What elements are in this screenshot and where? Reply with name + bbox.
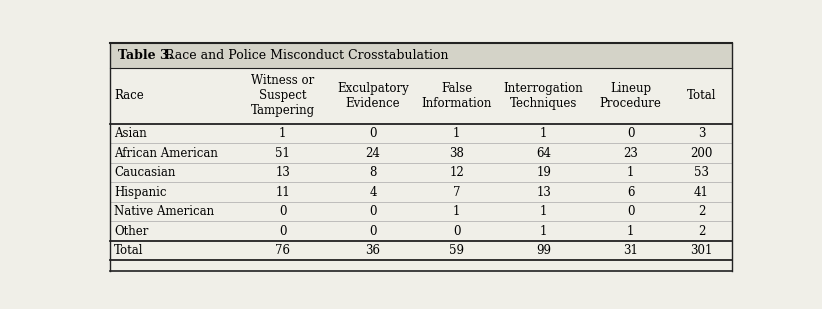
Text: 0: 0 xyxy=(453,225,460,238)
Text: 1: 1 xyxy=(540,225,547,238)
Text: 0: 0 xyxy=(369,127,376,140)
Text: 6: 6 xyxy=(627,186,635,199)
Text: 0: 0 xyxy=(369,225,376,238)
Text: 4: 4 xyxy=(369,186,376,199)
Text: Caucasian: Caucasian xyxy=(114,166,176,179)
Text: 2: 2 xyxy=(698,205,705,218)
Text: 1: 1 xyxy=(540,127,547,140)
Text: Race and Police Misconduct Crosstabulation: Race and Police Misconduct Crosstabulati… xyxy=(160,49,448,62)
Text: 200: 200 xyxy=(690,147,713,160)
Text: 2: 2 xyxy=(698,225,705,238)
Text: 53: 53 xyxy=(694,166,709,179)
Text: 0: 0 xyxy=(279,205,287,218)
Text: 8: 8 xyxy=(369,166,376,179)
Text: 38: 38 xyxy=(450,147,464,160)
Text: 19: 19 xyxy=(536,166,551,179)
Bar xyxy=(110,43,732,68)
Text: Total: Total xyxy=(687,90,716,103)
Text: 11: 11 xyxy=(275,186,290,199)
Text: Asian: Asian xyxy=(114,127,147,140)
Text: 41: 41 xyxy=(694,186,709,199)
Text: False
Information: False Information xyxy=(422,82,492,110)
Text: Witness or
Suspect
Tampering: Witness or Suspect Tampering xyxy=(251,74,315,117)
Text: 24: 24 xyxy=(366,147,381,160)
Text: 3: 3 xyxy=(698,127,705,140)
Text: 1: 1 xyxy=(279,127,286,140)
Text: 1: 1 xyxy=(453,127,460,140)
Text: 1: 1 xyxy=(540,205,547,218)
Text: 99: 99 xyxy=(536,244,552,257)
Text: 36: 36 xyxy=(366,244,381,257)
Text: Hispanic: Hispanic xyxy=(114,186,167,199)
Text: 64: 64 xyxy=(536,147,552,160)
Text: 1: 1 xyxy=(627,166,635,179)
Text: 0: 0 xyxy=(627,205,635,218)
Text: 7: 7 xyxy=(453,186,460,199)
Text: 23: 23 xyxy=(623,147,638,160)
Text: Exculpatory
Evidence: Exculpatory Evidence xyxy=(337,82,409,110)
Text: 0: 0 xyxy=(369,205,376,218)
Text: 1: 1 xyxy=(453,205,460,218)
Text: Total: Total xyxy=(114,244,144,257)
Text: 301: 301 xyxy=(690,244,713,257)
Text: 1: 1 xyxy=(627,225,635,238)
Text: 59: 59 xyxy=(449,244,464,257)
Text: 13: 13 xyxy=(536,186,551,199)
Text: 0: 0 xyxy=(627,127,635,140)
Text: 51: 51 xyxy=(275,147,290,160)
Text: Interrogation
Techniques: Interrogation Techniques xyxy=(504,82,584,110)
Text: 12: 12 xyxy=(450,166,464,179)
Text: 13: 13 xyxy=(275,166,290,179)
Text: Lineup
Procedure: Lineup Procedure xyxy=(600,82,662,110)
Text: Table 3.: Table 3. xyxy=(118,49,173,62)
Text: 0: 0 xyxy=(279,225,287,238)
Text: Race: Race xyxy=(114,90,144,103)
Text: 76: 76 xyxy=(275,244,290,257)
Text: African American: African American xyxy=(114,147,218,160)
Text: Other: Other xyxy=(114,225,149,238)
Text: Native American: Native American xyxy=(114,205,215,218)
Text: 31: 31 xyxy=(623,244,638,257)
